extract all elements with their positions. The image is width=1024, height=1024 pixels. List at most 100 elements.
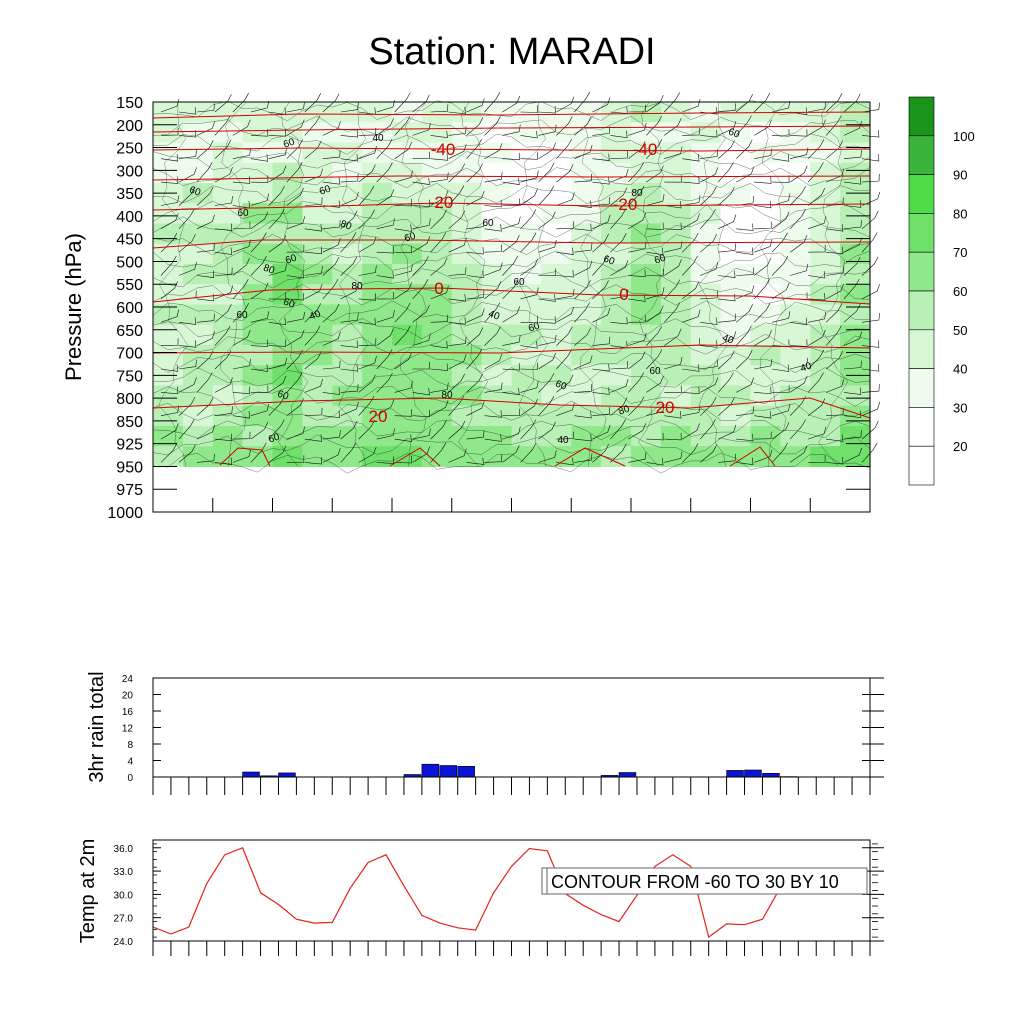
rain-bar xyxy=(726,770,744,778)
humidity-cell xyxy=(631,385,662,407)
wind-barb xyxy=(322,430,341,440)
wind-barb xyxy=(430,232,447,253)
humidity-cell xyxy=(362,264,393,285)
legend-swatch xyxy=(908,329,935,369)
wind-barb xyxy=(700,262,719,276)
humidity-cross-section: 60 40 60 60 60 80 60 60 80 60 80 60 40 60 40 60 60 60 80 80… xyxy=(61,92,881,522)
humidity-contour xyxy=(400,101,427,467)
humidity-cell xyxy=(332,162,363,184)
humidity-cell xyxy=(780,264,811,285)
legend-swatch xyxy=(908,213,935,253)
humidity-cell xyxy=(421,365,453,386)
humidity-cell xyxy=(481,345,513,366)
humidity-cell xyxy=(242,264,274,285)
wind-barb xyxy=(646,115,663,136)
wind-barb xyxy=(304,93,322,113)
wind-barb xyxy=(160,364,179,372)
wind-barb xyxy=(646,165,664,183)
humidity-cell xyxy=(541,405,572,427)
wind-barb xyxy=(340,130,359,138)
wind-barb xyxy=(861,364,880,372)
humidity-cell xyxy=(182,162,214,184)
humidity-cell xyxy=(601,365,632,386)
wind-barb xyxy=(790,357,809,370)
humidity-cell xyxy=(302,284,333,305)
wind-barb xyxy=(196,103,215,113)
temperature-contour xyxy=(152,344,871,354)
humidity-cell xyxy=(481,243,513,265)
wind-barb xyxy=(412,151,430,159)
humidity-cell xyxy=(182,405,214,427)
humidity-cell xyxy=(272,365,303,386)
humidity-cell xyxy=(840,324,871,346)
humidity-cell xyxy=(421,284,453,305)
wind-barb xyxy=(628,396,645,416)
wind-barb xyxy=(556,221,574,230)
humidity-cell xyxy=(631,183,662,204)
temperature-contour-label: -40 xyxy=(431,140,456,159)
temperature-contour xyxy=(152,175,871,181)
wind-barb xyxy=(790,263,809,276)
wind-barb xyxy=(214,285,233,300)
wind-barb xyxy=(160,213,179,230)
wind-barb xyxy=(772,175,790,183)
wind-barb xyxy=(214,325,231,346)
wind-barb xyxy=(304,351,322,370)
wind-barb xyxy=(286,119,305,136)
wind-barb xyxy=(664,385,682,393)
temp2m-tick-label: 33.0 xyxy=(114,867,134,878)
rain-bars xyxy=(242,763,798,778)
wind-barb xyxy=(304,168,323,183)
legend-swatch xyxy=(908,96,935,137)
legend-swatch xyxy=(908,368,935,408)
wind-barb xyxy=(754,329,772,346)
rain-tick-label: 24 xyxy=(122,674,134,685)
wind-barb xyxy=(268,235,287,253)
wind-barb xyxy=(484,244,502,253)
humidity-cell xyxy=(302,223,333,245)
wind-barb xyxy=(304,303,322,323)
humidity-cell xyxy=(840,284,871,305)
wind-barb xyxy=(538,421,556,440)
wind-barb xyxy=(718,424,737,440)
humidity-cell xyxy=(810,243,841,265)
humidity-cell xyxy=(541,446,572,467)
humidity-cell xyxy=(631,102,662,123)
humidity-contour-label: 60 xyxy=(403,230,418,244)
wind-barb xyxy=(574,117,592,136)
wind-barb xyxy=(699,396,717,416)
legend-label: 60 xyxy=(953,284,967,299)
humidity-cell xyxy=(451,162,483,184)
wind-barb xyxy=(628,241,647,253)
humidity-cell xyxy=(332,405,363,427)
humidity-cell xyxy=(780,183,811,204)
wind-barb xyxy=(736,457,754,466)
wind-barb xyxy=(574,242,593,253)
humidity-cell xyxy=(302,426,333,447)
wind-barb xyxy=(610,208,626,229)
wind-barb xyxy=(646,287,665,300)
temp2m-panel: 24.0 27.0 30.0 33.0 36.0 Temp at 2m CONTOUR … xyxy=(77,839,884,956)
temperature-contour-label: 20 xyxy=(369,407,388,426)
pressure-tick-label: 700 xyxy=(116,346,143,363)
humidity-cell xyxy=(451,284,483,305)
wind-barb xyxy=(412,361,430,370)
wind-barb xyxy=(771,442,788,463)
wind-barb xyxy=(628,122,647,136)
humidity-cell xyxy=(302,243,333,265)
wind-barb xyxy=(394,198,413,207)
wind-barb xyxy=(502,95,521,113)
temp2m-axes: 24.0 27.0 30.0 33.0 36.0 xyxy=(114,839,884,956)
humidity-cell xyxy=(511,446,542,467)
wind-barb xyxy=(250,211,269,230)
wind-barb xyxy=(556,431,574,440)
wind-barb xyxy=(592,407,611,416)
wind-barb xyxy=(322,303,340,323)
wind-barb xyxy=(556,96,575,113)
wind-barb xyxy=(358,374,376,393)
rain-bar xyxy=(744,769,762,778)
humidity-contour xyxy=(152,100,871,122)
wind-barb xyxy=(538,268,556,276)
wind-barb xyxy=(376,428,395,440)
humidity-cell xyxy=(362,183,393,204)
